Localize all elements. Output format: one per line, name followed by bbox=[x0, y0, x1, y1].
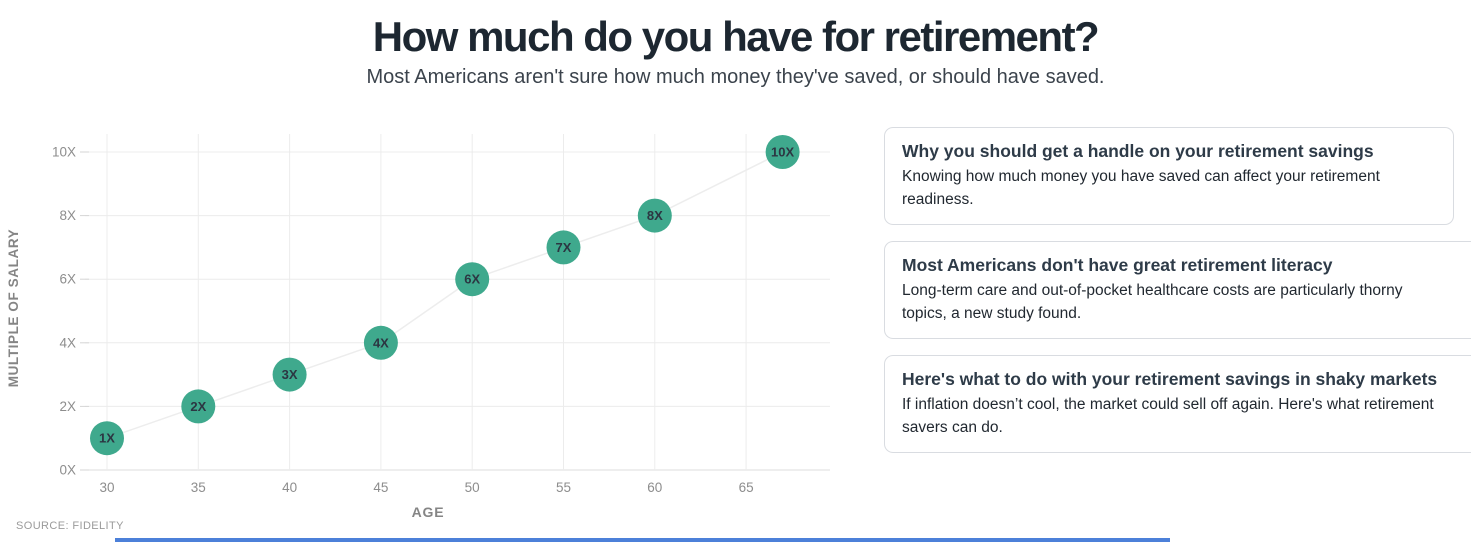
x-axis-tick-label: 30 bbox=[99, 480, 114, 495]
data-point-label: 10X bbox=[771, 145, 794, 160]
article-card[interactable]: Most Americans don't have great retireme… bbox=[884, 241, 1471, 339]
x-axis-tick-label: 40 bbox=[282, 480, 297, 495]
data-point-label: 6X bbox=[464, 272, 480, 287]
article-card[interactable]: Here's what to do with your retirement s… bbox=[884, 355, 1471, 453]
data-point-circle bbox=[546, 230, 581, 265]
data-point-label: 3X bbox=[282, 367, 298, 382]
x-axis-tick-label: 60 bbox=[647, 480, 662, 495]
y-axis-title: MULTIPLE OF SALARY bbox=[6, 229, 21, 388]
y-axis-tick-label: 2X bbox=[59, 399, 76, 414]
x-axis-tick-label: 45 bbox=[373, 480, 388, 495]
data-point-circle bbox=[363, 325, 398, 360]
y-axis-tick-label: 4X bbox=[59, 335, 76, 350]
x-axis-tick-label: 50 bbox=[465, 480, 480, 495]
data-point-circle bbox=[90, 421, 124, 456]
article-card-list: Why you should get a handle on your reti… bbox=[884, 127, 1471, 469]
data-point-label: 1X bbox=[99, 431, 115, 446]
data-point-label: 4X bbox=[373, 335, 389, 350]
y-axis-tick-label: 8X bbox=[59, 208, 76, 223]
article-summary: Long-term care and out-of-pocket healthc… bbox=[902, 282, 1403, 322]
y-axis-tick-label: 10X bbox=[52, 145, 76, 160]
data-point-circle bbox=[455, 262, 490, 297]
article-summary: If inflation doesn’t cool, the market co… bbox=[902, 396, 1434, 436]
page-title: How much do you have for retirement? bbox=[372, 13, 1100, 60]
scatter-plot: 0X 2X 4X 6X 8X 10X 30 35 40 45 50 55 60 65 1X 2X 3X 4X 6X 7… bbox=[6, 134, 830, 520]
data-point-label: 8X bbox=[647, 208, 663, 223]
x-axis-title: AGE bbox=[412, 504, 445, 520]
header: How much do you have for retirement? Mos… bbox=[0, 0, 1471, 89]
data-point-circle bbox=[637, 198, 672, 233]
x-axis-tick-label: 65 bbox=[739, 480, 754, 495]
source-note: SOURCE: FIDELITY bbox=[16, 520, 124, 532]
x-axis-tick-label: 35 bbox=[191, 480, 206, 495]
bottom-accent-bar bbox=[115, 538, 1170, 542]
article-title: Why you should get a handle on your reti… bbox=[902, 141, 1374, 161]
article-title: Here's what to do with your retirement s… bbox=[902, 369, 1438, 389]
data-point-circle bbox=[765, 135, 800, 169]
x-axis-tick-label: 55 bbox=[556, 480, 571, 495]
data-point-circle bbox=[181, 389, 216, 424]
data-point-circle bbox=[272, 357, 307, 392]
data-point-label: 7X bbox=[556, 240, 572, 255]
page-subtitle: Most Americans aren't sure how much mone… bbox=[366, 66, 1105, 89]
article-card[interactable]: Why you should get a handle on your reti… bbox=[884, 127, 1454, 225]
data-point-label: 2X bbox=[190, 399, 206, 414]
retirement-savings-chart: 0X 2X 4X 6X 8X 10X 30 35 40 45 50 55 60 65 1X 2X 3X 4X 6X 7… bbox=[0, 118, 860, 522]
y-axis-tick-label: 0X bbox=[59, 463, 76, 478]
article-summary: Knowing how much money you have saved ca… bbox=[902, 168, 1380, 208]
article-title: Most Americans don't have great retireme… bbox=[902, 255, 1333, 275]
y-axis-tick-label: 6X bbox=[59, 272, 76, 287]
